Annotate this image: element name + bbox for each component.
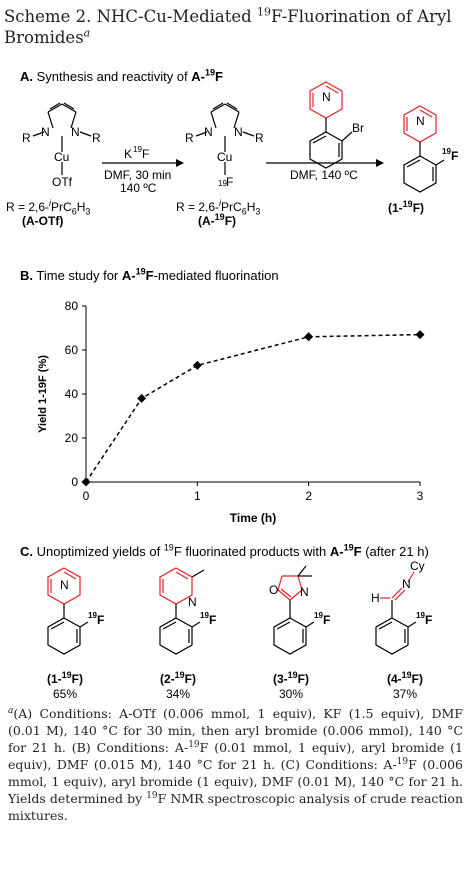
phenyl-ring-p4 (375, 617, 409, 655)
atom-f: F (226, 175, 233, 189)
data-point (137, 393, 147, 403)
phenyl-ring-product (403, 155, 437, 193)
imidazole-ring-2 (210, 102, 240, 129)
section-b-heading: B. Time study for A-19F-mediated fluorin… (20, 266, 279, 283)
atom-f: F (97, 613, 104, 627)
section-a-scheme: N N R R Cu OTf N N R R Cu 19 F N Br N 19… (22, 81, 458, 195)
data-point (192, 360, 202, 370)
atom-r: R (185, 131, 194, 145)
condition-dmf-30min: DMF, 30 min (104, 168, 171, 182)
y-tick-label: 20 (65, 431, 79, 445)
scheme-footnote: a(A) Conditions: A-OTf (0.006 mmol, 1 eq… (8, 705, 464, 823)
atom-n: N (188, 595, 197, 609)
caption-p3: (3-19F) (272, 670, 309, 687)
section-a-heading: A. Synthesis and reactivity of A-19F (20, 67, 223, 84)
atom-r: R (92, 131, 101, 145)
atom-cy: Cy (410, 559, 425, 573)
atom-cu: Cu (54, 150, 69, 164)
x-tick-label: 2 (305, 489, 312, 503)
oxazoline-ring-p3 (277, 575, 303, 601)
atom-n: N (416, 114, 425, 128)
compound-a-otf: (A-OTf) (22, 214, 64, 228)
atom-n: N (41, 125, 50, 139)
atom-n: N (322, 90, 331, 104)
atom-19: 19 (200, 611, 209, 620)
x-tick-label: 3 (417, 489, 424, 503)
atom-n: N (300, 585, 309, 599)
atom-f: F (451, 149, 458, 163)
condition-dmf-140: DMF, 140 ºC (290, 168, 358, 182)
data-point (304, 332, 314, 342)
atom-n: N (402, 577, 411, 591)
atom-h: H (371, 591, 380, 605)
yield-p4: 37% (392, 687, 418, 701)
phenyl-ring-p3 (273, 617, 307, 655)
y-axis-label: Yield 1-19F (%) (37, 355, 49, 433)
compound-1-19f: (1-19F) (388, 199, 425, 216)
imidazole-ring-1 (47, 102, 77, 129)
compound-a-19f: (A-19F) (198, 212, 237, 229)
atom-br: Br (352, 121, 364, 135)
atom-r: R (255, 131, 264, 145)
reagent-f: F (142, 147, 149, 161)
yield-time-chart: 0 20 40 60 80 0 1 2 3 Time (h) Yield 1-19F (%) (37, 299, 425, 525)
atom-f: F (323, 613, 330, 627)
atom-19: 19 (218, 179, 227, 188)
x-tick-label: 1 (194, 489, 201, 503)
atom-o: O (269, 583, 278, 597)
atom-n: N (71, 125, 80, 139)
atom-n: N (60, 578, 69, 592)
phenyl-ring-p2 (159, 617, 193, 655)
y-tick-label: 40 (65, 387, 79, 401)
atom-19: 19 (442, 147, 451, 156)
condition-temp: 140 ºC (120, 181, 157, 195)
r-definition-1: R = 2,6-iPrC6H3 (6, 198, 91, 217)
atom-19: 19 (88, 611, 97, 620)
section-c-heading: C. Unoptimized yields of 19F fluorinated… (20, 542, 429, 559)
caption-p2: (2-19F) (159, 670, 196, 687)
data-point (81, 477, 91, 487)
caption-p1: (1-19F) (46, 670, 83, 687)
reagent-k: K (124, 147, 132, 161)
atom-r: R (22, 131, 31, 145)
atom-n: N (234, 125, 243, 139)
scheme-title: Scheme 2. NHC-Cu-Mediated 19F-Fluorinati… (4, 5, 452, 48)
yield-p1: 65% (52, 687, 78, 701)
atom-19: 19 (314, 611, 323, 620)
y-tick-label: 80 (65, 299, 79, 313)
yield-p3: 30% (278, 687, 304, 701)
atom-f: F (425, 613, 432, 627)
r-definition-2: R = 2,6-iPrC6H3 (176, 198, 261, 217)
reagent-19: 19 (133, 145, 142, 154)
phenyl-ring-p1 (47, 617, 81, 655)
data-point (415, 330, 425, 340)
atom-cu: Cu (217, 150, 232, 164)
y-tick-label: 60 (65, 343, 79, 357)
x-tick-label: 0 (83, 489, 90, 503)
atom-otf: OTf (52, 175, 73, 189)
y-tick-label: 0 (71, 475, 78, 489)
yield-p2: 34% (165, 687, 191, 701)
x-axis-label: Time (h) (230, 511, 276, 525)
series-line (85, 333, 421, 483)
atom-19: 19 (416, 611, 425, 620)
caption-p4: (4-19F) (386, 670, 423, 687)
atom-n: N (204, 125, 213, 139)
section-c-structures: N 19 F N 19 F O N 19 F H N Cy 19 F (47, 559, 432, 655)
atom-f: F (209, 613, 216, 627)
